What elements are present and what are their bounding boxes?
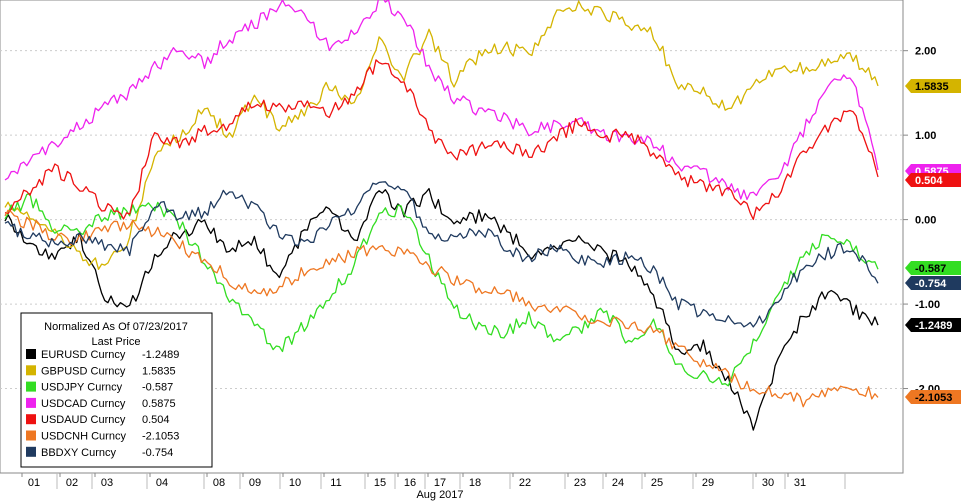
legend-series-value: 1.5835 xyxy=(142,365,176,377)
x-tick-label: 04 xyxy=(156,477,168,489)
legend-series-value: -2.1053 xyxy=(142,431,179,443)
tag-value: 0.504 xyxy=(915,175,943,187)
series-line xyxy=(4,187,879,431)
legend-entry: BBDXY Curncy -0.754 xyxy=(26,446,173,459)
legend-box xyxy=(20,312,213,468)
legend: Normalized As Of 07/23/2017 Last Price E… xyxy=(20,312,213,468)
series-line xyxy=(4,209,879,408)
x-tick-label: 03 xyxy=(101,477,113,489)
last-value-tag: 1.5835 xyxy=(905,79,961,93)
x-tick-label: 23 xyxy=(574,477,586,489)
legend-entry: USDJPY Curncy -0.587 xyxy=(26,381,173,394)
series-line xyxy=(4,0,879,270)
tag-shape xyxy=(905,173,961,187)
tag-value: -0.754 xyxy=(915,278,947,290)
legend-entry: USDAUD Curncy 0.504 xyxy=(26,414,170,426)
legend-series-value: -1.2489 xyxy=(142,349,179,361)
legend-swatch xyxy=(26,414,36,425)
legend-series-value: -0.587 xyxy=(142,382,173,394)
tag-shape xyxy=(905,79,961,93)
legend-entries: EURUSD Curncy -1.2489 GBPUSD Curncy 1.5835 U… xyxy=(26,349,179,459)
series-line xyxy=(4,0,879,201)
legend-series-name: BBDXY Curncy xyxy=(41,447,116,459)
legend-entry: USDCNH Curncy -2.1053 xyxy=(26,430,179,443)
x-tick-label: 17 xyxy=(434,477,446,489)
x-tick-label: 01 xyxy=(28,477,40,489)
x-tick-label: 30 xyxy=(762,477,774,489)
legend-series-name: USDCNH Curncy xyxy=(41,431,126,443)
series-line xyxy=(4,59,879,221)
x-tick-label: 10 xyxy=(289,477,301,489)
y-tick-label: -1.00 xyxy=(915,299,940,311)
x-tick-label: 24 xyxy=(612,477,624,489)
last-value-tag: -0.754 xyxy=(905,276,961,290)
tag-value: -0.587 xyxy=(915,263,946,275)
legend-header-last-price: Last Price xyxy=(92,336,141,348)
tag-shape xyxy=(905,318,961,332)
last-value-tag: -0.587 xyxy=(905,261,961,275)
x-tick-label: 15 xyxy=(374,477,386,489)
x-tick-label: 09 xyxy=(249,477,261,489)
y-tick-label: 2.00 xyxy=(915,46,936,58)
y-axis: 2.001.000.00-1.00-2.00 xyxy=(903,46,940,396)
x-tick-label: 16 xyxy=(404,477,416,489)
last-value-tag: 0.504 xyxy=(905,173,961,187)
tag-shape xyxy=(905,261,961,275)
x-tick-label: 18 xyxy=(469,477,481,489)
x-tick-label: 02 xyxy=(66,477,78,489)
legend-swatch xyxy=(26,430,36,441)
legend-swatch xyxy=(26,397,36,408)
x-axis: Aug 2017 01 02 03 04 08 09 10 11 15 16 17 18 22 23 24 2… xyxy=(21,473,846,501)
legend-series-value: -0.754 xyxy=(142,447,173,459)
legend-series-name: GBPUSD Curncy xyxy=(41,365,126,377)
tag-shape xyxy=(905,276,961,290)
legend-series-value: 0.504 xyxy=(142,414,170,426)
legend-entry: EURUSD Curncy -1.2489 xyxy=(26,349,179,361)
legend-swatch xyxy=(26,381,36,392)
y-tick-label: 1.00 xyxy=(915,130,936,142)
legend-series-name: EURUSD Curncy xyxy=(41,349,126,361)
legend-swatch xyxy=(26,446,36,457)
series-lines xyxy=(4,0,879,431)
x-tick-label: 29 xyxy=(702,477,714,489)
last-value-tag: -1.2489 xyxy=(905,318,961,332)
plot-frame xyxy=(0,0,904,474)
x-tick-label: 08 xyxy=(213,477,225,489)
legend-series-value: 0.5875 xyxy=(142,398,176,410)
tag-shape xyxy=(905,390,961,404)
legend-swatch xyxy=(26,365,36,376)
legend-entry: GBPUSD Curncy 1.5835 xyxy=(26,365,176,377)
legend-entry: USDCAD Curncy 0.5875 xyxy=(26,397,176,410)
last-value-tags: 1.58350.58750.504-0.587-0.754-1.2489-2.1… xyxy=(905,79,961,404)
legend-series-name: USDJPY Curncy xyxy=(41,382,123,394)
tag-value: -1.2489 xyxy=(915,320,952,332)
x-tick-label: 22 xyxy=(519,477,531,489)
tag-value: 1.5835 xyxy=(915,81,949,93)
x-tick-label: 11 xyxy=(330,477,341,489)
x-tick-label: 25 xyxy=(651,477,663,489)
legend-header-normalized: Normalized As Of 07/23/2017 xyxy=(44,321,188,333)
y-tick-label: 0.00 xyxy=(915,215,936,227)
legend-series-name: USDCAD Curncy xyxy=(41,398,126,410)
tag-value: -2.1053 xyxy=(915,392,952,404)
series-line xyxy=(4,192,879,387)
legend-series-name: USDAUD Curncy xyxy=(41,414,126,426)
x-axis-label: Aug 2017 xyxy=(416,489,463,501)
x-tick-label: 31 xyxy=(794,477,806,489)
legend-swatch xyxy=(26,349,36,359)
last-value-tag: -2.1053 xyxy=(905,390,961,404)
series-line xyxy=(4,181,879,328)
